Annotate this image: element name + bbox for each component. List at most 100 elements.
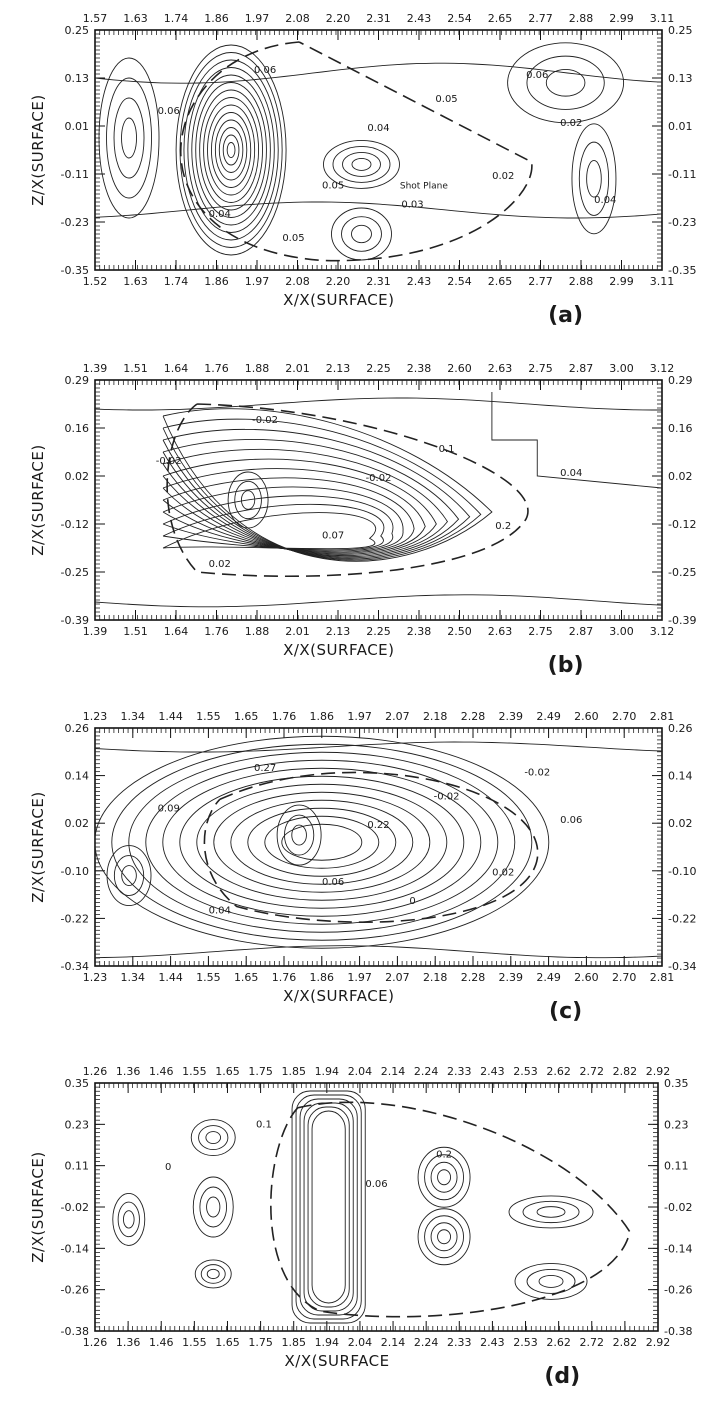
- contour-line: [214, 119, 248, 181]
- x-tick-label-top: 1.76: [272, 710, 297, 723]
- x-tick-label-top: 2.70: [612, 710, 637, 723]
- contour-line: [162, 458, 437, 556]
- x-tick-label: 1.76: [204, 625, 229, 638]
- contour-lines: [95, 392, 662, 608]
- x-tick-label: 2.43: [407, 275, 432, 288]
- contour-line: [179, 775, 465, 909]
- contour-value-label: -0.02: [434, 791, 460, 802]
- contour-line: [526, 1268, 576, 1294]
- x-tick-label: 1.64: [164, 625, 189, 638]
- x-tick-label-top: 1.88: [245, 362, 270, 375]
- contour-value-label: 0.04: [560, 468, 582, 479]
- x-tick-label-top: 2.04: [348, 1065, 373, 1078]
- x-tick-label-top: 1.39: [83, 362, 108, 375]
- x-tick-label-top: 1.86: [204, 12, 229, 25]
- contour-line: [206, 1196, 221, 1218]
- contour-line: [112, 1192, 146, 1246]
- contour-line: [198, 1125, 229, 1151]
- x-tick-label-top: 2.24: [414, 1065, 439, 1078]
- contour-line: [199, 89, 263, 211]
- contour-line: [122, 1210, 135, 1229]
- contour-line: [424, 1215, 465, 1259]
- x-tick-label: 2.82: [613, 1336, 638, 1349]
- contour-line: [207, 104, 256, 196]
- panel-label: (c): [549, 999, 582, 1024]
- contour-line: [106, 77, 152, 199]
- contour-line: [234, 480, 262, 520]
- contour-line: [162, 477, 415, 554]
- x-tick-label-top: 2.92: [646, 1065, 671, 1078]
- contour-line: [162, 468, 426, 555]
- y-tick-label: 0.23: [65, 1118, 90, 1131]
- y-tick-label: -0.38: [61, 1325, 89, 1338]
- y-tick-label: -0.10: [61, 865, 89, 878]
- x-tick-label: 2.33: [447, 1336, 472, 1349]
- y-tick-label-right: -0.14: [664, 1242, 692, 1255]
- x-tick-label: 1.76: [272, 971, 297, 984]
- x-tick-label: 2.04: [348, 1336, 373, 1349]
- x-tick-label-top: 2.38: [407, 362, 432, 375]
- y-tick-label: -0.39: [61, 614, 89, 627]
- y-axis-title: Z/X(SURFACE): [29, 791, 47, 902]
- contour-line: [351, 157, 372, 171]
- contour-value-label: 0.06: [365, 1179, 387, 1190]
- contour-line: [508, 1195, 594, 1229]
- x-tick-label: 2.39: [499, 971, 524, 984]
- y-tick-label: -0.12: [61, 518, 89, 531]
- x-tick-label: 1.94: [315, 1336, 340, 1349]
- y-axis-title: Z/X(SURFACE): [29, 444, 47, 555]
- contour-value-label: 0.02: [492, 171, 514, 182]
- y-tick-label: 0.01: [65, 120, 90, 133]
- contour-line: [128, 751, 516, 933]
- x-tick-label: 1.44: [158, 971, 183, 984]
- y-tick-label-right: -0.12: [668, 518, 696, 531]
- x-tick-label: 2.43: [480, 1336, 505, 1349]
- contour-line: [230, 799, 414, 885]
- x-tick-label-top: 1.75: [248, 1065, 273, 1078]
- y-tick-label-right: -0.02: [664, 1201, 692, 1214]
- y-tick-label-right: 0.23: [664, 1118, 689, 1131]
- y-tick-label: 0.02: [65, 817, 90, 830]
- contour-value-label: 0.02: [492, 868, 514, 879]
- contour-line: [526, 55, 605, 110]
- contour-line: [295, 1094, 362, 1320]
- x-axis-title: X/X(SURFACE: [285, 1352, 390, 1370]
- contour-line: [299, 1098, 358, 1316]
- contour-line: [121, 865, 137, 887]
- x-tick-label: 3.11: [650, 275, 675, 288]
- y-tick-label: 0.29: [65, 374, 90, 387]
- contour-line: [113, 855, 145, 897]
- x-tick-label: 2.38: [407, 625, 432, 638]
- plot-frame: [94, 379, 663, 621]
- x-tick-label-top: 2.25: [366, 362, 391, 375]
- x-tick-label-top: 1.46: [149, 1065, 174, 1078]
- contour-line: [437, 1169, 452, 1186]
- x-tick-label-top: 2.65: [488, 12, 513, 25]
- y-tick-label-right: -0.23: [668, 216, 696, 229]
- contour-line: [95, 62, 662, 84]
- x-axis-title: X/X(SURFACE): [283, 987, 394, 1005]
- contour-line: [162, 408, 493, 562]
- contour-line: [323, 139, 400, 189]
- x-tick-label-top: 2.81: [650, 710, 675, 723]
- contour-line: [430, 1222, 458, 1252]
- contour-line: [284, 814, 315, 856]
- x-tick-label-top: 3.00: [609, 362, 634, 375]
- contour-line: [95, 397, 662, 411]
- x-tick-label: 2.31: [366, 275, 391, 288]
- y-tick-label-right: 0.14: [668, 770, 693, 783]
- x-tick-label: 1.74: [164, 275, 189, 288]
- contour-line: [195, 82, 267, 218]
- contour-value-label: 0.02: [209, 559, 231, 570]
- contour-value-label: -0.02: [156, 456, 182, 467]
- contour-line: [571, 123, 617, 235]
- contour-plot: 1.52 1.63 1.74 1.86 1.97 2.08 2.20 2.31 2.43 2.54…: [29, 12, 696, 328]
- contour-line: [203, 97, 260, 203]
- contour-line: [162, 486, 404, 553]
- x-tick-label-top: 1.44: [158, 710, 183, 723]
- x-tick-label-top: 3.11: [650, 12, 675, 25]
- contour-line: [121, 117, 137, 159]
- contour-line: [578, 141, 610, 216]
- y-tick-label: 0.25: [65, 24, 90, 37]
- contour-line: [514, 1262, 588, 1300]
